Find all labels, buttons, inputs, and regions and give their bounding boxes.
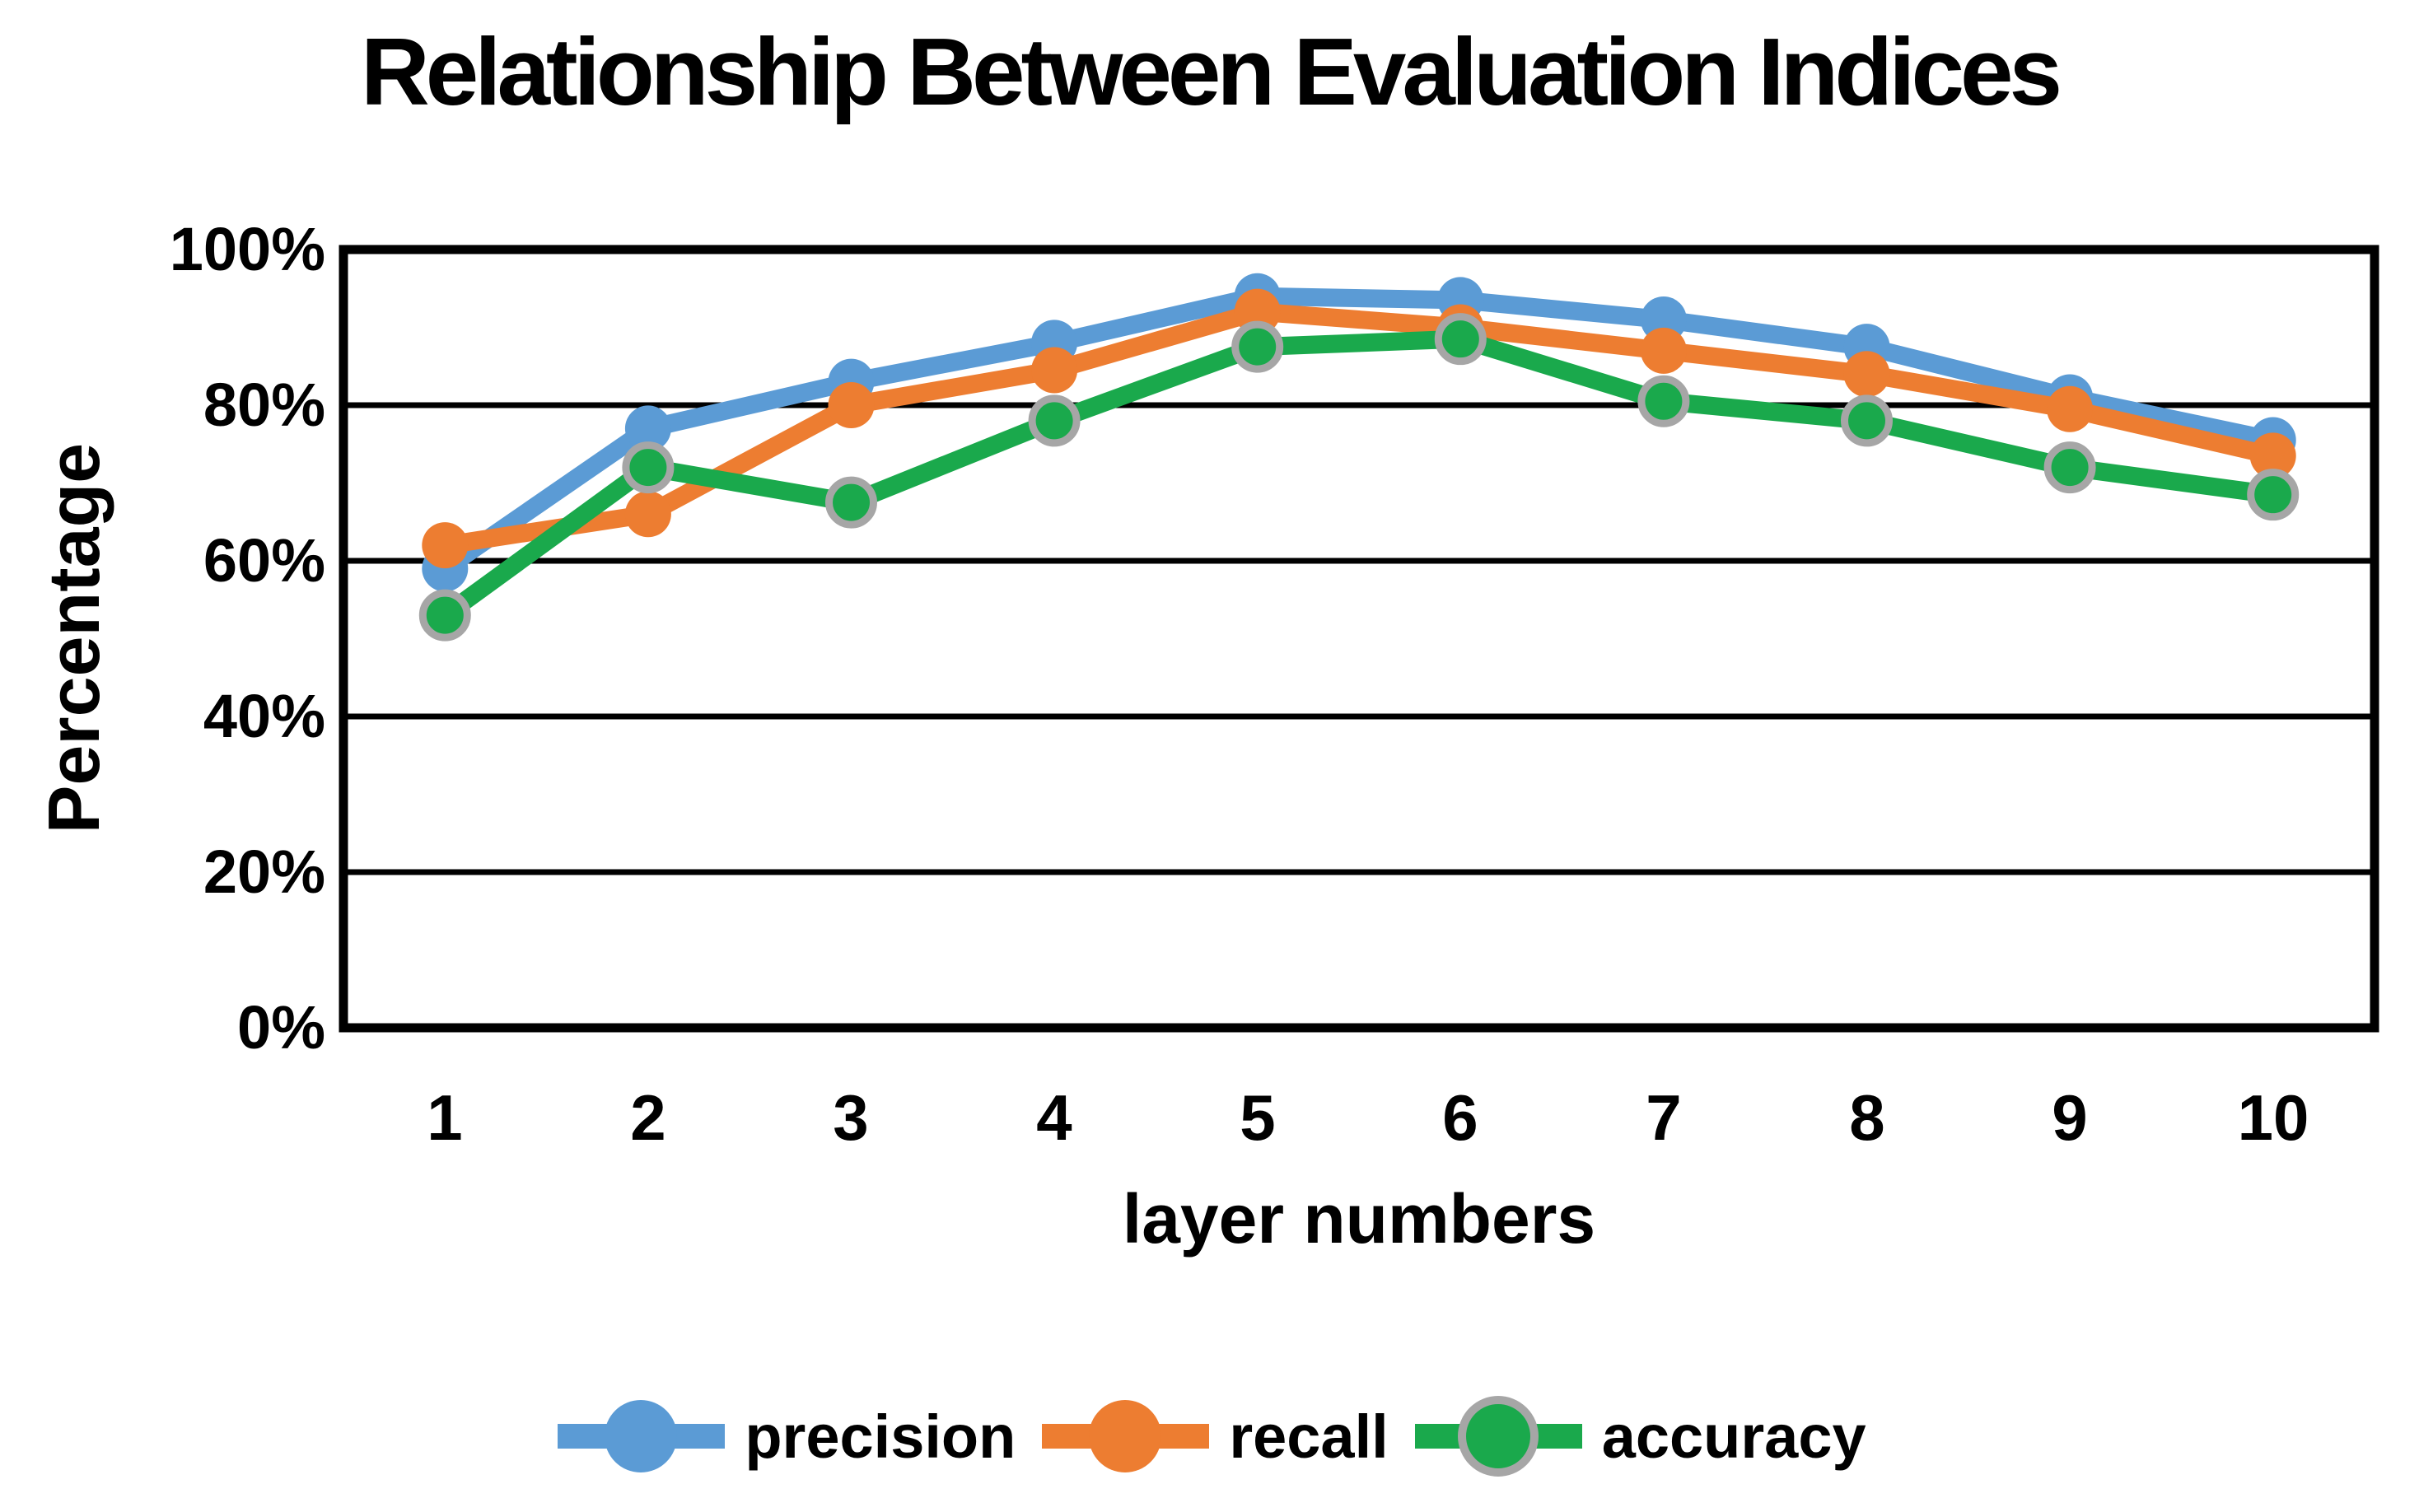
- series-line-accuracy: [436, 329, 2282, 625]
- data-point-accuracy-8: [1841, 394, 1893, 447]
- page-title: Relationship Between Evaluation Indices: [360, 18, 2062, 125]
- data-point-recall-2: [624, 491, 671, 538]
- legend-label-precision: precision: [745, 1402, 1016, 1471]
- data-point-recall-9: [2047, 385, 2094, 432]
- data-point-accuracy-9: [2043, 441, 2096, 494]
- y-axis-title: Percentage: [33, 442, 114, 834]
- data-point-accuracy-2: [622, 441, 675, 494]
- x-tick-label-2: 2: [630, 1081, 666, 1154]
- x-tick-label-4: 4: [1036, 1081, 1072, 1154]
- legend-item-accuracy: accuracy: [1410, 1390, 1866, 1482]
- x-tick-label-9: 9: [2052, 1081, 2088, 1154]
- data-point-precision-2: [624, 405, 671, 452]
- legend-swatch-recall-icon: [1042, 1400, 1210, 1472]
- legend: precision recall accuracy: [0, 1390, 2419, 1482]
- x-tick-label-6: 6: [1442, 1081, 1478, 1154]
- y-tick-label-100: 100%: [169, 215, 325, 283]
- y-tick-label-60: 60%: [203, 526, 325, 595]
- data-point-recall-10: [2249, 432, 2296, 479]
- legend-marker-precision: [605, 1400, 678, 1472]
- y-tick-label-80: 80%: [203, 371, 325, 439]
- data-point-recall-5: [1234, 288, 1281, 335]
- legend-label-recall: recall: [1229, 1402, 1389, 1471]
- x-tick-label-8: 8: [1849, 1081, 1885, 1154]
- legend-item-precision: precision: [553, 1390, 1016, 1482]
- x-tick-label-5: 5: [1240, 1081, 1276, 1154]
- x-tick-label-3: 3: [833, 1081, 869, 1154]
- x-tick-label-7: 7: [1646, 1081, 1682, 1154]
- plot-border: [339, 245, 2379, 1033]
- legend-swatch-accuracy-icon: [1414, 1396, 1582, 1477]
- data-point-accuracy-7: [1637, 375, 1690, 427]
- data-point-recall-1: [422, 522, 469, 569]
- x-tick-label-1: 1: [427, 1081, 463, 1154]
- y-tick-label-40: 40%: [203, 682, 325, 750]
- x-tick-label-10: 10: [2237, 1081, 2309, 1154]
- data-point-accuracy-10: [2247, 469, 2300, 521]
- data-point-accuracy-5: [1231, 320, 1284, 373]
- legend-item-recall: recall: [1037, 1390, 1389, 1482]
- x-axis-title: layer numbers: [1122, 1180, 1596, 1258]
- legend-marker-recall: [1089, 1400, 1162, 1472]
- data-point-accuracy-1: [418, 589, 471, 642]
- data-point-recall-3: [828, 382, 875, 428]
- data-point-recall-8: [1843, 351, 1890, 398]
- data-point-accuracy-4: [1028, 394, 1081, 447]
- data-point-accuracy-6: [1434, 313, 1487, 366]
- y-tick-label-20: 20%: [203, 838, 325, 906]
- data-point-accuracy-3: [825, 476, 877, 529]
- legend-swatch-precision-icon: [558, 1400, 726, 1472]
- series-line-recall: [436, 302, 2282, 555]
- data-point-recall-7: [1640, 327, 1687, 374]
- series-line-precision: [436, 287, 2282, 578]
- legend-marker-accuracy: [1457, 1396, 1539, 1477]
- legend-label-accuracy: accuracy: [1601, 1402, 1866, 1471]
- y-tick-label-0: 0%: [237, 993, 325, 1062]
- data-point-recall-4: [1031, 347, 1078, 394]
